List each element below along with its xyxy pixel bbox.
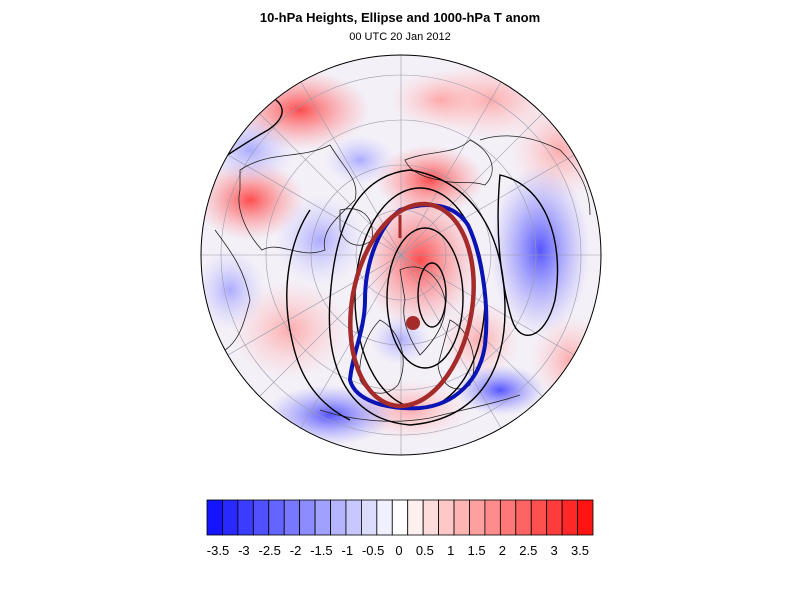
colorbar-box — [314, 499, 331, 536]
colorbar-box — [546, 499, 563, 536]
colorbar-box — [252, 499, 270, 536]
colorbar-tick-label: 1 — [447, 543, 454, 558]
colorbar-box — [577, 499, 594, 536]
colorbar-box — [299, 499, 316, 536]
colorbar-box — [330, 499, 347, 536]
colorbar-box — [391, 499, 409, 536]
colorbar-box — [376, 499, 393, 536]
colorbar-box — [453, 499, 470, 536]
colorbar-box — [407, 499, 424, 536]
colorbar-tick-label: 0.5 — [416, 543, 434, 558]
colorbar-box — [438, 499, 455, 536]
colorbar-box — [484, 499, 501, 536]
colorbar-tick-label: -1 — [342, 543, 354, 558]
plot-subtitle: 00 UTC 20 Jan 2012 — [349, 31, 451, 43]
colorbar-box — [345, 499, 362, 536]
colorbar-tick-label: -2.5 — [259, 543, 281, 558]
colorbar-box — [530, 499, 548, 536]
colorbar-tick-label: -0.5 — [362, 543, 384, 558]
colorbar-tick-label: 0 — [395, 543, 402, 558]
colorbar-box — [222, 499, 239, 536]
colorbar-boxes — [206, 499, 594, 536]
colorbar-tick-label: 2 — [499, 543, 506, 558]
colorbar-tick-label: -1.5 — [310, 543, 332, 558]
colorbar-tick-label: -3 — [238, 543, 250, 558]
colorbar-box — [499, 499, 517, 536]
colorbar-tick-label: 2.5 — [519, 543, 537, 558]
vortex-edge-contour — [347, 203, 489, 411]
colorbar-box — [206, 499, 223, 536]
colorbar-tick-labels: -3.5 -3 -2.5 -2 -1.5 -1 -0.5 0 0.5 1 1.5 2 2.5 3 3.5 — [207, 543, 589, 558]
plot-title: 10-hPa Heights, Ellipse and 1000-hPa T a… — [259, 10, 541, 25]
colorbar-box — [561, 499, 578, 536]
fitted-ellipse — [348, 201, 476, 409]
ellipse-centroid-marker — [406, 316, 420, 330]
colorbar-tick-label: -3.5 — [207, 543, 229, 558]
colorbar-tick-label: 1.5 — [468, 543, 486, 558]
colorbar-box — [283, 499, 301, 536]
colorbar-box — [237, 499, 254, 536]
colorbar-tick-label: -2 — [290, 543, 302, 558]
globe-outline — [200, 54, 602, 456]
coastlines — [214, 135, 591, 422]
colorbar-tick-label: 3 — [551, 543, 558, 558]
colorbar-box — [515, 499, 532, 536]
polar-map — [200, 54, 602, 456]
colorbar-box — [268, 499, 285, 536]
colorbar-box — [422, 499, 440, 536]
colorbar-box — [360, 499, 378, 536]
colorbar-tick-label: 3.5 — [571, 543, 589, 558]
colorbar-box — [469, 499, 486, 536]
